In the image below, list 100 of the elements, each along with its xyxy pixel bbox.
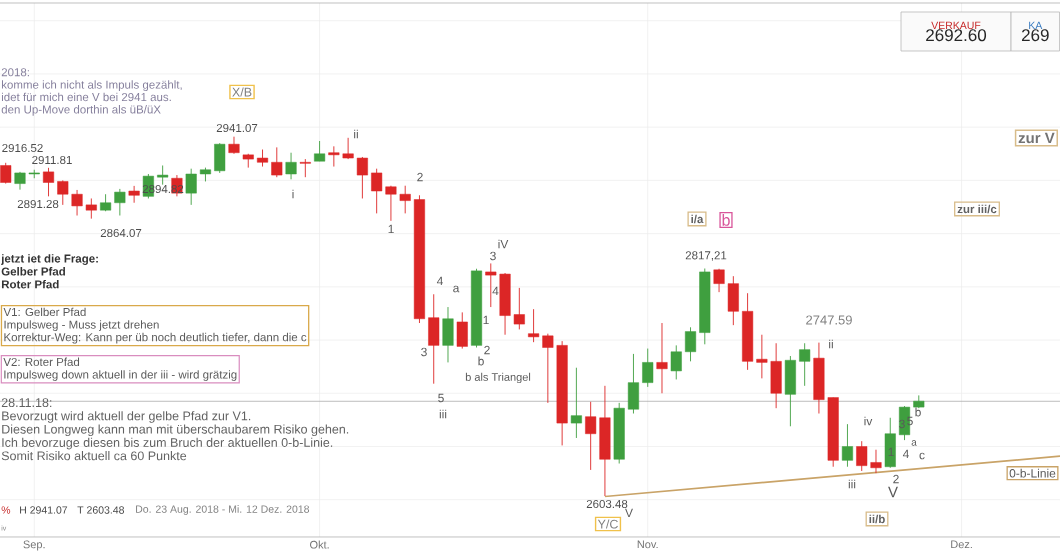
annotation: 4 — [492, 286, 499, 296]
annotation: V1: Gelber Pfad — [3, 307, 86, 317]
annotation: iii — [439, 409, 447, 419]
annotation: 1 — [483, 315, 489, 325]
candlestick — [670, 344, 682, 380]
annotation: 2 — [893, 474, 899, 484]
annotation: 3 — [421, 347, 427, 357]
candlestick — [542, 333, 554, 404]
annotation: 1 — [888, 447, 894, 457]
candlestick — [570, 367, 582, 439]
candlestick — [228, 136, 240, 155]
annotation: 2 — [417, 172, 423, 182]
annotation: Somit Risiko aktuell ca 60 Punkte — [1, 451, 187, 461]
annotation: i — [292, 189, 294, 199]
text: den Up-Move dorthin als üB/üX — [1, 105, 161, 116]
candlestick — [528, 308, 540, 343]
text: V — [625, 508, 633, 518]
annotation: iV — [498, 239, 509, 249]
text: VERKAUF — [931, 21, 981, 30]
annotation: c — [919, 452, 925, 460]
text: 2603.48 — [586, 499, 628, 509]
candlestick — [42, 167, 55, 197]
annotation: 2911.81 — [32, 155, 72, 165]
annotation: 2916.52 — [2, 143, 43, 153]
annotation: Roter Pfad — [1, 279, 59, 289]
candlestick — [114, 188, 126, 216]
annotation: 28.11.18: — [1, 398, 52, 408]
candlestick — [157, 165, 169, 186]
candlestick — [328, 145, 340, 167]
candlestick — [585, 401, 597, 471]
text: 2692.60 — [926, 29, 987, 42]
annotation: Diesen Longweg kann man mit überschaubarem Risiko gehen. — [2, 424, 349, 437]
annotation: ii — [829, 339, 833, 349]
text: Y/C — [597, 519, 618, 529]
candlestick — [385, 185, 397, 222]
candlestick — [371, 168, 383, 214]
annotation: a — [911, 440, 917, 446]
annotation: ii — [354, 129, 358, 139]
text: H 2941.07 — [20, 506, 68, 514]
candlestick — [271, 146, 283, 178]
text: X/B — [232, 87, 252, 97]
annotation: jetzt iet die Frage: — [1, 254, 98, 265]
x-tick-label: Dez. — [951, 540, 972, 549]
annotation: Ich bevorzuge diesen bis zum Bruch der aktuellen 0-b-Linie. — [2, 437, 333, 450]
annotation: Bevorzugt wird aktuell der gelbe Pfad zur V1. — [2, 411, 251, 423]
annotation: Impulsweg - Muss jetzt drehen — [4, 320, 159, 331]
annotation: 3 — [490, 251, 496, 261]
annotation: 1 — [388, 224, 394, 234]
text: 2941.07 — [216, 123, 258, 133]
annotation: Korrektur-Weg: Kann per üb noch deutlich tiefer, dann die c — [4, 332, 307, 344]
annotation: b als Triangel — [465, 372, 531, 384]
candlestick — [642, 348, 654, 388]
candlestick — [128, 185, 140, 204]
x-tick-label: Sep. — [23, 540, 45, 551]
text: idet für mich eine V bei 2941 aus. — [1, 92, 171, 102]
annotation: zur V — [1018, 132, 1055, 144]
annotation: 2894.82 — [142, 184, 184, 194]
candlestick — [57, 179, 69, 206]
text: % — [1, 506, 11, 514]
annotation: V2: Roter Pfad — [3, 357, 80, 367]
candlestick — [185, 168, 197, 206]
candlestick — [299, 158, 311, 178]
candlestick — [85, 198, 97, 220]
candlestick — [799, 342, 811, 387]
annotation: 4 — [436, 276, 443, 286]
candlestick — [856, 440, 868, 472]
annotation: b — [478, 356, 484, 366]
annotation: 2 — [484, 345, 490, 355]
text: ii/b — [869, 514, 885, 524]
annotation: i/a — [691, 214, 704, 224]
annotation: a — [453, 285, 460, 293]
text: Do. 23 Aug. 2018 - Mi. 12 Dez. 2018 — [136, 505, 310, 515]
candlestick — [356, 156, 368, 199]
annotation: 2817,21 — [685, 251, 727, 261]
annotation: iii — [848, 479, 856, 489]
annotation: V — [888, 486, 898, 498]
candlestick — [0, 162, 12, 185]
candlestick — [756, 334, 768, 379]
annotation: 5 — [907, 416, 913, 426]
series-label: 0-b-Linie — [1009, 468, 1056, 478]
candlestick — [285, 152, 297, 180]
candlestick — [71, 189, 83, 216]
candlestick — [841, 423, 853, 468]
annotation: Impulsweg down aktuell in der iii - wird grätzig — [4, 370, 237, 381]
text: KA — [1029, 21, 1043, 30]
candlestick — [656, 322, 668, 394]
annotation: 2747.59 — [806, 315, 852, 325]
annotation: Gelber Pfad — [1, 267, 65, 276]
candlestick — [513, 287, 525, 330]
x-tick-label: Nov. — [637, 540, 658, 549]
annotation: iv — [864, 416, 873, 426]
x-tick-label: Okt. — [310, 540, 329, 549]
candlestick — [399, 185, 411, 214]
annotation: b — [915, 407, 921, 417]
annotation: b — [722, 214, 730, 226]
text: 2018: — [1, 68, 29, 77]
text: 269 — [1021, 29, 1049, 42]
annotation: 3 — [899, 419, 905, 429]
annotation: 2891.28 — [17, 199, 59, 209]
annotation: 2864.07 — [100, 228, 142, 238]
